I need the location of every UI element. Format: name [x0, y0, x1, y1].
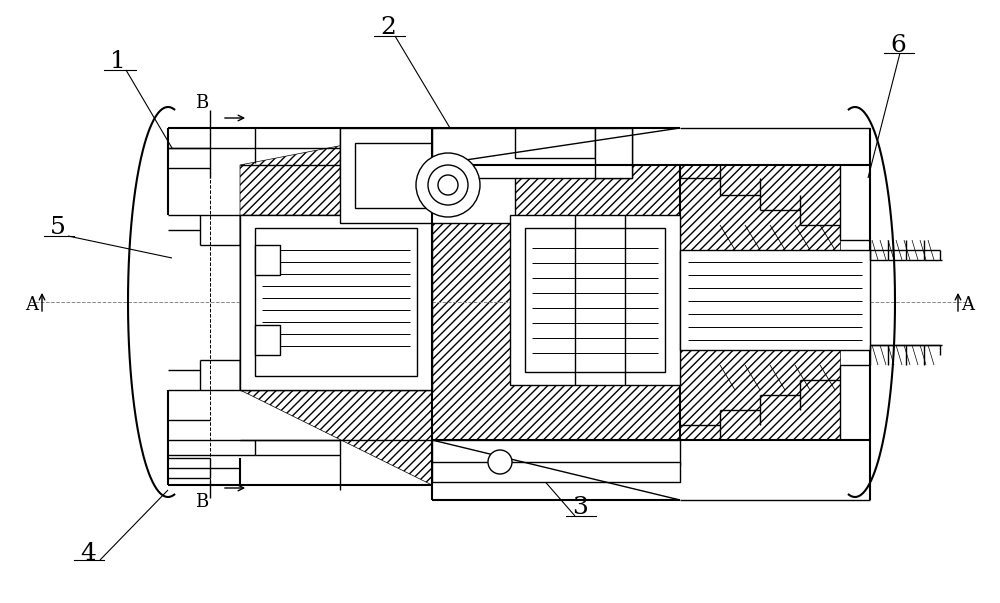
Text: 1: 1 — [110, 51, 126, 74]
Text: B: B — [195, 493, 209, 511]
Bar — [432, 128, 632, 178]
Bar — [525, 228, 665, 372]
Polygon shape — [680, 350, 840, 440]
Bar — [255, 228, 417, 376]
Circle shape — [416, 153, 480, 217]
Polygon shape — [432, 165, 680, 440]
Text: 5: 5 — [50, 216, 66, 239]
Bar — [510, 215, 680, 385]
Bar — [255, 245, 280, 275]
Polygon shape — [680, 165, 840, 250]
Bar — [240, 215, 432, 390]
Text: 2: 2 — [380, 16, 396, 40]
Text: 6: 6 — [890, 34, 906, 57]
Bar — [355, 143, 445, 208]
Text: B: B — [195, 94, 209, 112]
Circle shape — [438, 175, 458, 195]
Bar — [595, 128, 632, 178]
Text: A: A — [962, 296, 974, 314]
Bar — [340, 128, 515, 223]
Circle shape — [428, 165, 468, 205]
Circle shape — [488, 450, 512, 474]
Bar — [515, 128, 595, 158]
Bar — [255, 325, 280, 355]
Bar — [432, 462, 680, 482]
Polygon shape — [240, 128, 432, 485]
Bar — [680, 250, 870, 350]
Text: 4: 4 — [80, 541, 96, 564]
Bar — [432, 440, 680, 465]
Text: 3: 3 — [572, 496, 588, 520]
Text: A: A — [26, 296, 38, 314]
